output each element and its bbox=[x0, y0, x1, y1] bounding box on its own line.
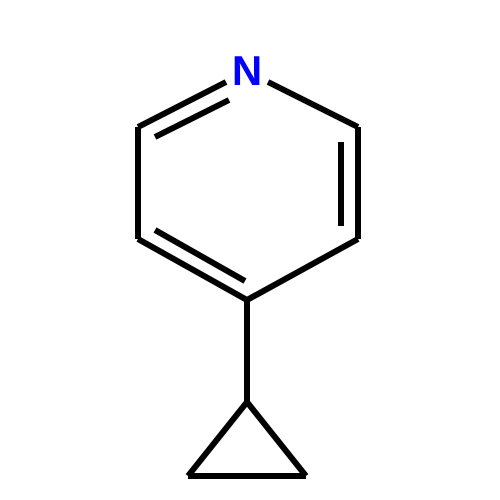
molecule-structure: N bbox=[0, 0, 500, 500]
atom-nitrogen-label: N bbox=[232, 47, 262, 94]
bond-c6-n-inner bbox=[155, 100, 229, 137]
bond-c3-c4 bbox=[247, 239, 358, 300]
bond-cp3-cp1 bbox=[247, 402, 306, 476]
bond-n-c2 bbox=[268, 82, 358, 127]
bond-cp1-cp2 bbox=[188, 402, 247, 476]
